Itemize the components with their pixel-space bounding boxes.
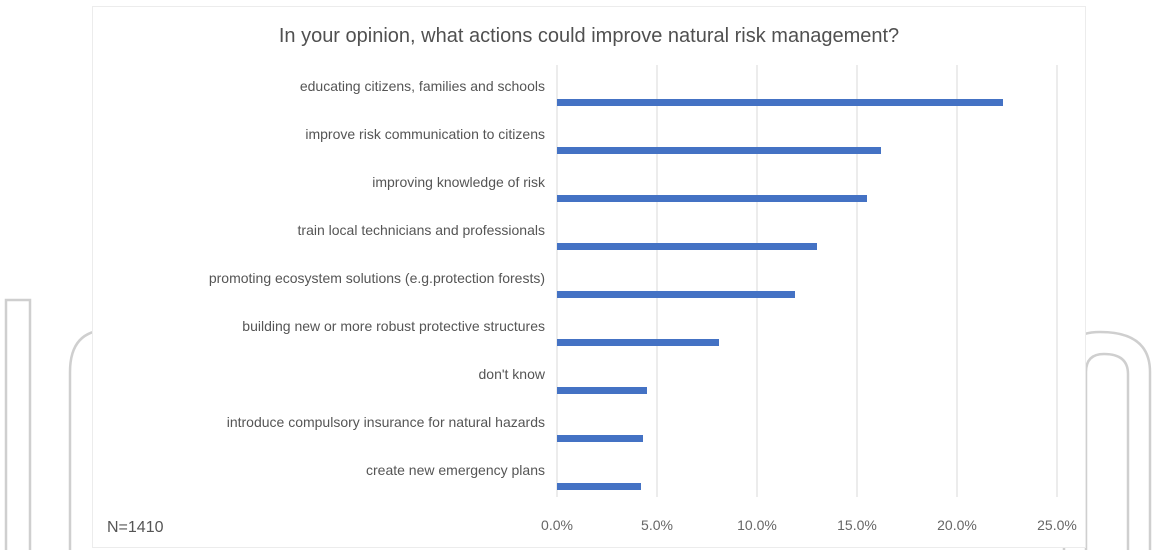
x-tick-label: 25.0% [1037, 517, 1077, 533]
bar [557, 243, 817, 250]
bar [557, 339, 719, 346]
bar [557, 99, 1003, 106]
category-label: building new or more robust protective s… [242, 318, 545, 334]
category-label: introduce compulsory insurance for natur… [227, 414, 545, 430]
x-tick-label: 0.0% [541, 517, 573, 533]
category-label: improve risk communication to citizens [305, 126, 545, 142]
bar [557, 387, 647, 394]
bar [557, 435, 643, 442]
category-label: educating citizens, families and schools [300, 78, 545, 94]
category-label: promoting ecosystem solutions (e.g.prote… [209, 270, 545, 286]
bar [557, 483, 641, 490]
category-label: create new emergency plans [366, 462, 545, 478]
category-label: improving knowledge of risk [372, 174, 546, 190]
bar [557, 291, 795, 298]
category-label: train local technicians and professional… [298, 222, 545, 238]
chart-card: In your opinion, what actions could impr… [92, 6, 1086, 548]
bar [557, 147, 881, 154]
sample-size-note: N=1410 [107, 519, 164, 536]
bar [557, 195, 867, 202]
x-tick-label: 10.0% [737, 517, 777, 533]
category-label: don't know [479, 366, 546, 382]
x-tick-label: 15.0% [837, 517, 877, 533]
chart-title: In your opinion, what actions could impr… [278, 25, 900, 47]
x-tick-label: 20.0% [937, 517, 977, 533]
x-tick-label: 5.0% [641, 517, 673, 533]
bar-chart: educating citizens, families and schools… [209, 65, 1077, 533]
